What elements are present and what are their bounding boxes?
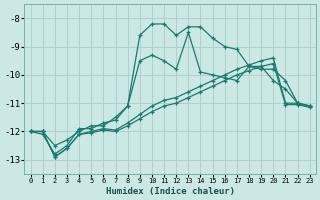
X-axis label: Humidex (Indice chaleur): Humidex (Indice chaleur) bbox=[106, 187, 235, 196]
